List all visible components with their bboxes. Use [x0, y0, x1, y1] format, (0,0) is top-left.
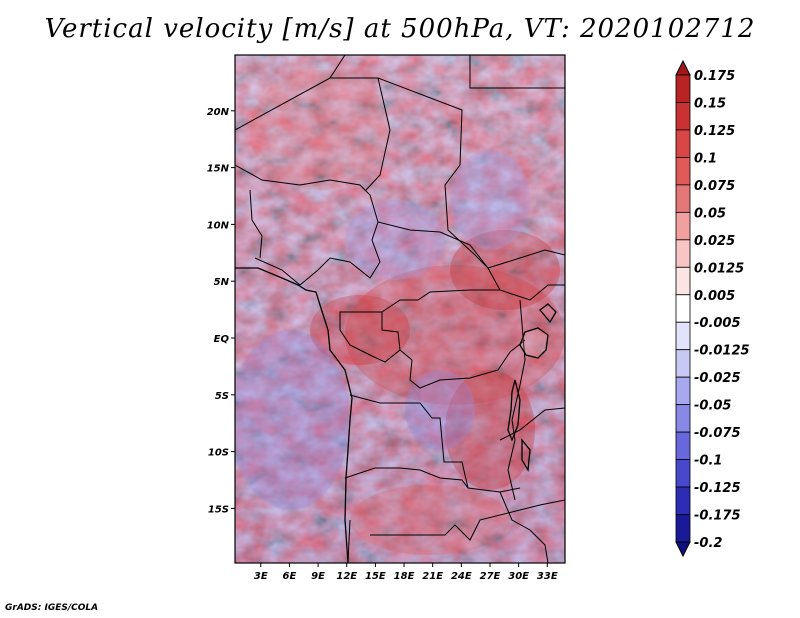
colorbar-bottom-arrow [675, 541, 691, 558]
colorbar-swatch [675, 157, 691, 186]
lon-tick-label: 9E [311, 571, 325, 582]
colorbar-swatch [675, 321, 691, 351]
colorbar-level-label: 0.0125 [694, 261, 744, 276]
colorbar-level-label: 0.15 [694, 96, 726, 111]
colorbar-swatch [675, 404, 691, 433]
colorbar-swatch [675, 431, 691, 460]
colorbar-top-arrow [675, 59, 691, 76]
lat-tick-label: EQ [214, 334, 230, 345]
lon-tick-label: 24E [451, 571, 472, 582]
colorbar-level-label: -0.0125 [694, 344, 750, 359]
colorbar-level-label: 0.075 [694, 179, 735, 194]
colorbar-level-label: 0.125 [694, 124, 735, 139]
lat-tick-label: 5N [214, 277, 230, 288]
colorbar-level-label: -0.1 [694, 454, 722, 469]
colorbar-level-label: 0.1 [694, 151, 717, 166]
longitude-axis: 3E 6E 9E 12E 15E 18E 21E 24E 27E 30E 33E [254, 563, 558, 582]
colorbar-swatch [675, 294, 691, 323]
lon-tick-label: 15E [365, 571, 386, 582]
colorbar-level-label: -0.005 [694, 316, 741, 331]
colorbar-level-label: -0.175 [694, 509, 741, 524]
colorbar-swatch [675, 102, 691, 131]
vertical-velocity-field [235, 55, 565, 563]
colorbar-swatch [675, 74, 691, 103]
lat-tick-label: 10S [208, 448, 229, 459]
colorbar-swatch [675, 266, 691, 296]
colorbar-swatch [675, 459, 691, 488]
chart-title: Vertical velocity [m/s] at 500hPa, VT: 2… [44, 14, 756, 44]
lat-tick-label: 15S [208, 504, 229, 515]
colorbar-level-label: -0.125 [694, 481, 741, 496]
lon-tick-label: 18E [394, 571, 415, 582]
country-boundaries [235, 55, 565, 563]
colorbar-swatch [675, 514, 691, 543]
lat-tick-label: 10N [207, 220, 230, 231]
lon-tick-label: 12E [336, 571, 357, 582]
lon-tick-label: 27E [480, 571, 501, 582]
lon-tick-label: 21E [422, 571, 443, 582]
colorbar-level-label: -0.2 [694, 536, 722, 551]
latitude-axis: 20N 15N 10N 5N EQ 5S 10S 15S [207, 107, 235, 515]
colorbar-level-label: -0.075 [694, 426, 741, 441]
lon-tick-label: 3E [254, 571, 268, 582]
colorbar-level-label: 0.175 [694, 69, 735, 84]
lon-tick-label: 30E [508, 571, 529, 582]
colorbar-swatch [675, 486, 691, 515]
lon-tick-label: 6E [283, 571, 297, 582]
colorbar-swatch [675, 376, 691, 406]
colorbar-swatch [675, 211, 691, 241]
colorbar-level-label: 0.025 [694, 234, 735, 249]
map-frame [234, 54, 566, 564]
colorbar-level-label: 0.005 [694, 289, 735, 304]
colorbar-level-label: -0.025 [694, 371, 741, 386]
lat-tick-label: 15N [207, 164, 230, 175]
coastline-and-lakes [235, 267, 557, 563]
colorbar-swatch [675, 129, 691, 158]
colorbar-level-label: 0.05 [694, 206, 726, 221]
grads-credit: GrADS: IGES/COLA [5, 603, 99, 613]
lat-tick-label: 20N [207, 107, 230, 118]
colorbar-swatch [675, 184, 691, 213]
lat-tick-label: 5S [215, 391, 229, 402]
colorbar: 0.175 0.15 0.125 0.1 0.075 0.05 0.025 0.0125 0.0… [675, 59, 750, 558]
colorbar-swatch [675, 239, 691, 268]
colorbar-level-label: -0.05 [694, 399, 731, 414]
colorbar-swatch [675, 349, 691, 378]
lon-tick-label: 33E [537, 571, 558, 582]
